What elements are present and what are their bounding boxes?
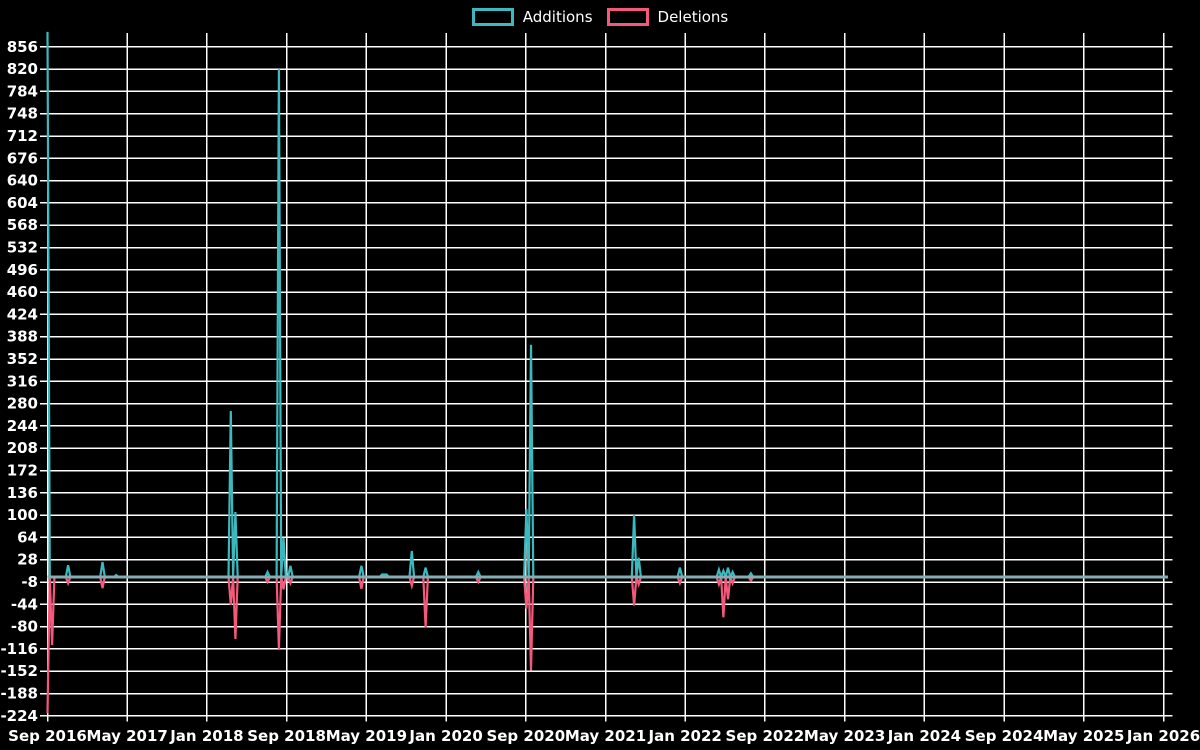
x-axis-tick-label: May 2019	[326, 727, 407, 745]
y-axis-tick-label: 460	[7, 283, 38, 301]
x-axis-tick-label: Sep 2022	[726, 727, 805, 745]
y-axis-tick-label: 640	[7, 172, 38, 190]
x-axis-tick-label: Sep 2024	[965, 727, 1044, 745]
x-axis-tick-label: May 2023	[804, 727, 885, 745]
x-axis-tick-label: Sep 2016	[8, 727, 87, 745]
y-axis-tick-label: 604	[7, 194, 38, 212]
y-axis-tick-label: 280	[7, 395, 38, 413]
y-axis-tick-label: -116	[0, 640, 38, 658]
legend-item-deletions[interactable]: Deletions	[606, 8, 729, 26]
y-axis-tick-label: 28	[17, 551, 38, 569]
y-axis-tick-label: -80	[11, 618, 38, 636]
deletions-legend-swatch-icon	[606, 8, 649, 26]
x-axis-tick-label: Sep 2020	[486, 727, 565, 745]
x-axis-tick-label: Sep 2018	[247, 727, 326, 745]
y-axis-tick-label: 820	[7, 60, 38, 78]
additions-legend-label: Additions	[522, 8, 593, 26]
x-axis-tick-label: Jan 2020	[408, 727, 482, 745]
y-axis-tick-label: 136	[7, 484, 38, 502]
y-axis-tick-label: 784	[7, 82, 38, 100]
y-axis-tick-label: 388	[7, 328, 38, 346]
y-axis-tick-label: -152	[0, 662, 38, 680]
y-axis-tick-label: 64	[17, 528, 38, 546]
y-axis-tick-label: 100	[7, 506, 38, 524]
y-axis-tick-label: 424	[7, 305, 38, 323]
y-axis-tick-label: 568	[7, 216, 38, 234]
x-axis-tick-label: May 2017	[87, 727, 168, 745]
y-axis-tick-label: 352	[7, 350, 38, 368]
y-axis-tick-label: -224	[0, 707, 38, 725]
additions-legend-swatch-icon	[471, 8, 514, 26]
x-axis-tick-label: Jan 2026	[1126, 727, 1200, 745]
deletions-legend-label: Deletions	[657, 8, 729, 26]
x-axis-tick-label: Jan 2022	[648, 727, 722, 745]
y-axis-tick-label: 712	[7, 127, 38, 145]
x-axis-tick-label: Jan 2024	[887, 727, 961, 745]
x-axis-tick-label: May 2021	[565, 727, 646, 745]
y-axis-tick-label: 208	[7, 439, 38, 457]
y-axis-tick-label: 748	[7, 105, 38, 123]
y-axis-tick-label: 676	[7, 149, 38, 167]
y-axis-tick-label: 316	[7, 372, 38, 390]
y-axis-tick-label: -188	[0, 685, 38, 703]
y-axis-tick-label: -8	[21, 573, 38, 591]
chart-legend: Additions Deletions	[0, 8, 1200, 26]
legend-item-additions[interactable]: Additions	[471, 8, 593, 26]
y-axis-tick-label: 856	[7, 38, 38, 56]
y-axis-tick-label: 244	[7, 417, 38, 435]
y-axis-tick-label: 532	[7, 239, 38, 257]
y-axis-tick-label: -44	[11, 595, 38, 613]
x-axis-tick-label: Jan 2018	[169, 727, 243, 745]
grid-lines	[40, 33, 1173, 722]
y-axis-tick-label: 172	[7, 462, 38, 480]
x-axis-tick-label: May 2025	[1043, 727, 1124, 745]
y-axis-tick-label: 496	[7, 261, 38, 279]
